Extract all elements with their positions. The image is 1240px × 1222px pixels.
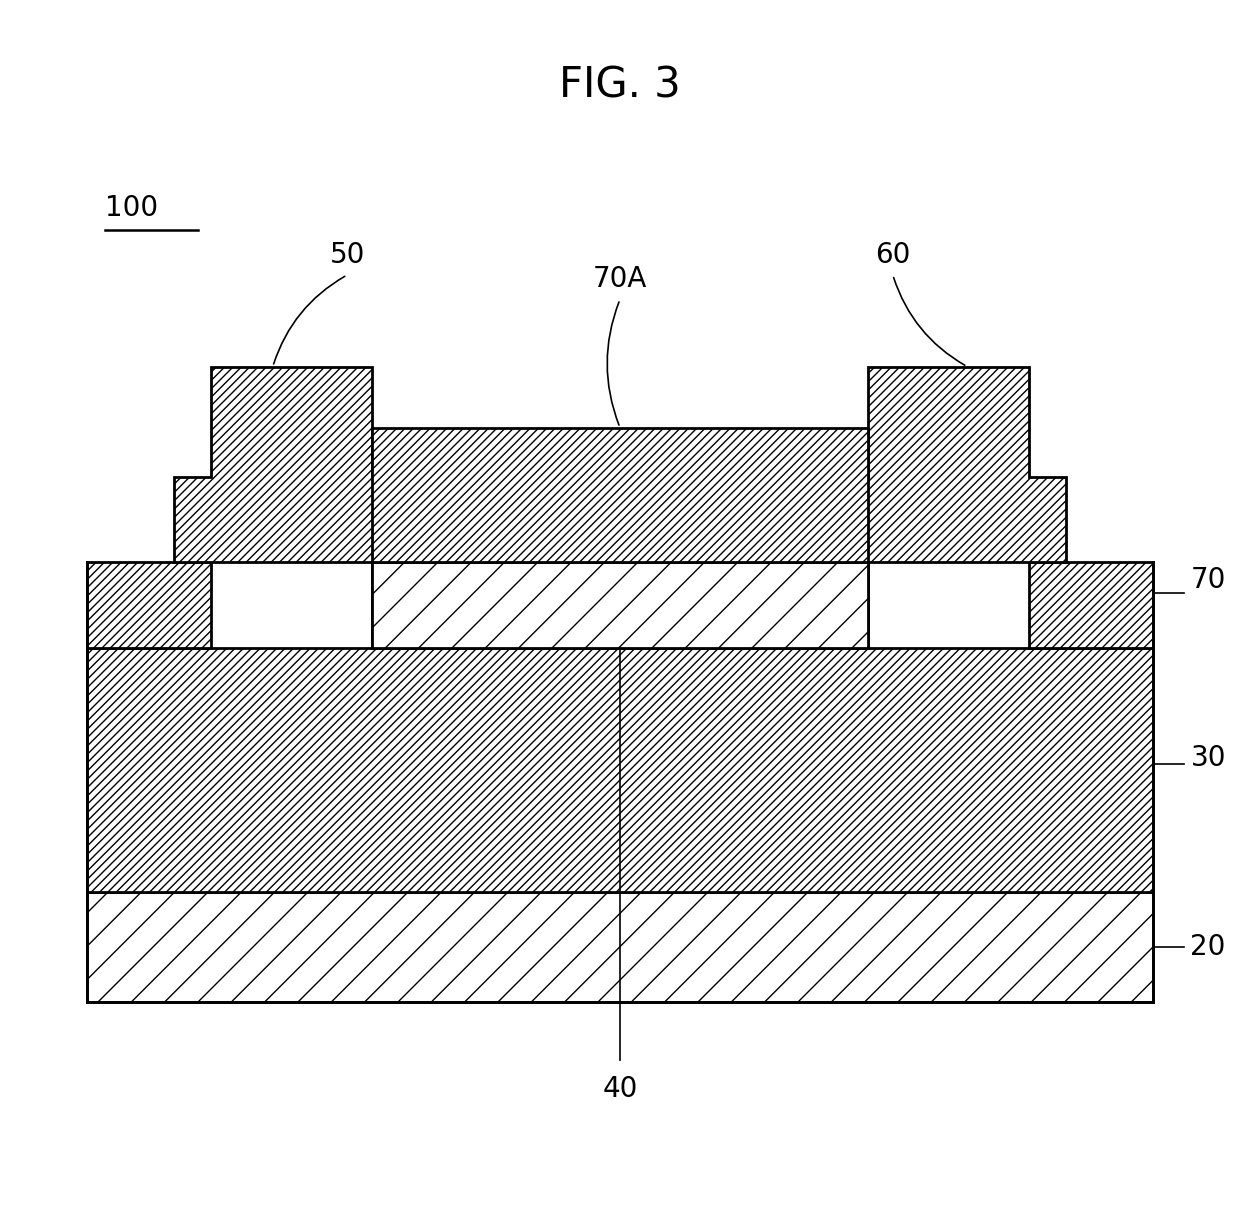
Text: 30: 30 (1190, 744, 1226, 771)
Text: 60: 60 (875, 241, 910, 269)
Text: 40: 40 (603, 1075, 637, 1103)
Polygon shape (87, 892, 1153, 1002)
Text: 20: 20 (1190, 934, 1226, 960)
Polygon shape (372, 562, 868, 648)
Polygon shape (372, 562, 868, 648)
Polygon shape (87, 562, 211, 648)
Polygon shape (87, 648, 1153, 892)
Text: 50: 50 (330, 241, 365, 269)
Text: 100: 100 (105, 194, 159, 221)
Text: 70A: 70A (593, 265, 647, 293)
Text: 70: 70 (1190, 567, 1226, 594)
Text: FIG. 3: FIG. 3 (559, 65, 681, 106)
Polygon shape (174, 367, 446, 562)
Polygon shape (372, 428, 868, 562)
Polygon shape (1029, 562, 1153, 648)
Polygon shape (372, 562, 868, 648)
Polygon shape (794, 367, 1066, 562)
